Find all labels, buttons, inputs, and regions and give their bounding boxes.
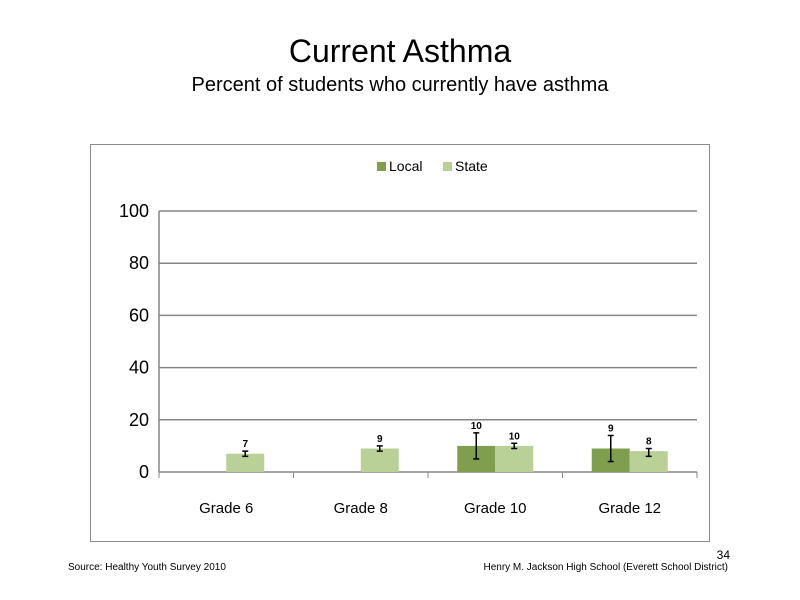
data-label: 7	[242, 439, 248, 450]
bar-state	[360, 448, 399, 472]
x-tick-label: Grade 10	[464, 500, 527, 517]
data-label: 9	[608, 423, 614, 434]
legend-label-state: State	[455, 158, 488, 174]
y-tick-label: 60	[129, 305, 149, 325]
data-label: 10	[471, 421, 483, 432]
x-tick-label: Grade 12	[598, 500, 661, 517]
x-tick-label: Grade 8	[334, 500, 388, 517]
legend-swatch-state	[443, 162, 452, 171]
school-name: Henry M. Jackson High School (Everett Sc…	[483, 562, 728, 573]
data-label: 10	[509, 431, 521, 442]
slide-title: Current Asthma	[288, 33, 512, 69]
y-tick-label: 100	[119, 201, 149, 221]
slide-subtitle: Percent of students who currently have a…	[191, 74, 609, 96]
x-tick-label: Grade 6	[199, 500, 253, 517]
source-note: Source: Healthy Youth Survey 2010	[68, 562, 226, 573]
bar-state	[495, 445, 534, 472]
y-tick-label: 40	[129, 358, 149, 378]
page-number: 34	[716, 548, 730, 562]
bar-chart: 0 20 40 60 80 100 Grade 6 Grade 8 Grade 10 Grade …	[119, 158, 698, 517]
legend-label-local: Local	[389, 158, 422, 174]
y-tick-label: 80	[129, 253, 149, 273]
y-tick-label: 0	[139, 462, 149, 482]
legend-swatch-local	[377, 162, 386, 171]
data-label: 8	[646, 437, 652, 448]
bar-state	[629, 451, 668, 472]
bar-state	[226, 453, 265, 472]
chart-frame: 0 20 40 60 80 100 Grade 6 Grade 8 Grade 10 Grade …	[90, 144, 710, 542]
y-tick-label: 20	[129, 410, 149, 430]
data-label: 9	[377, 434, 383, 445]
